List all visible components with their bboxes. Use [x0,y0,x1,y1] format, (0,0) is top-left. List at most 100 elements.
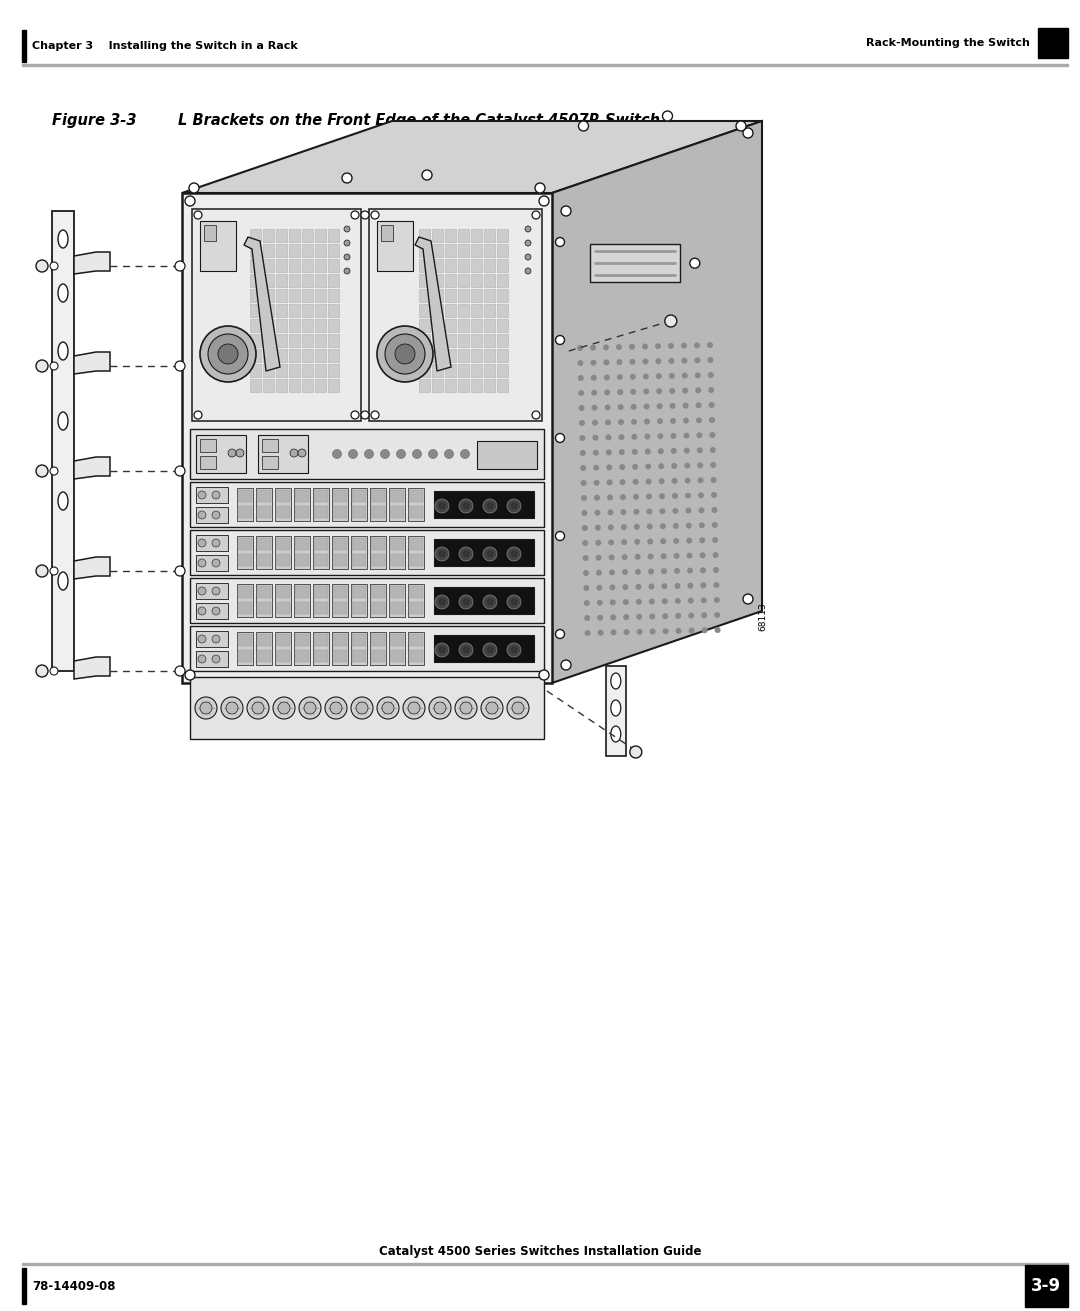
Circle shape [218,343,238,364]
Bar [22,1262,1068,1265]
Bar [419,319,430,332]
Bar [276,304,287,317]
Circle shape [647,539,653,544]
Bar [471,334,482,347]
Circle shape [657,404,663,409]
Circle shape [743,128,753,138]
Circle shape [694,342,700,349]
Circle shape [291,448,298,458]
Circle shape [656,374,662,379]
Bar [352,490,366,502]
Bar [313,583,329,617]
Circle shape [483,547,497,561]
Bar [434,539,534,566]
Bar [484,304,495,317]
Bar [458,379,469,392]
Bar [351,536,367,569]
Circle shape [701,582,706,589]
Bar [200,439,216,452]
Circle shape [50,467,58,475]
Circle shape [684,433,689,439]
Polygon shape [415,237,451,371]
Circle shape [175,465,185,476]
Circle shape [345,254,350,260]
Ellipse shape [611,700,621,716]
Circle shape [631,389,636,395]
Circle shape [512,701,524,714]
Circle shape [670,418,676,423]
Circle shape [582,540,589,545]
Bar [313,488,329,520]
Circle shape [595,555,602,561]
Circle shape [532,211,540,219]
Circle shape [198,558,206,566]
Bar [200,456,216,469]
Bar [275,488,291,520]
Bar [458,244,469,257]
Bar [471,364,482,378]
Bar [315,334,326,347]
Circle shape [687,568,693,574]
Ellipse shape [611,673,621,690]
Circle shape [345,240,350,246]
Bar [315,349,326,362]
Circle shape [194,211,202,219]
Circle shape [185,670,195,680]
Circle shape [609,555,615,560]
Bar [351,583,367,617]
Circle shape [273,697,295,718]
Bar [328,334,339,347]
Bar [257,555,271,566]
Circle shape [591,359,596,366]
Bar [445,229,456,243]
Circle shape [175,261,185,271]
Bar [275,536,291,569]
Bar [409,506,423,518]
Bar [315,260,326,271]
Circle shape [644,388,649,395]
Bar [237,632,253,665]
Circle shape [175,361,185,371]
Circle shape [365,450,374,459]
Circle shape [711,477,717,482]
Circle shape [714,597,719,603]
Bar [314,602,328,614]
Circle shape [669,343,674,349]
Bar [289,364,300,378]
Bar [302,379,313,392]
Circle shape [681,358,687,363]
Circle shape [672,479,677,484]
Ellipse shape [58,284,68,302]
Bar [295,555,309,566]
Circle shape [701,612,707,619]
Circle shape [645,434,650,439]
Bar [264,244,274,257]
Circle shape [456,646,462,653]
Circle shape [604,359,609,366]
Bar [249,334,261,347]
Bar [352,555,366,566]
Ellipse shape [611,726,621,742]
Circle shape [643,374,649,379]
Bar [497,334,508,347]
Bar [289,229,300,243]
Circle shape [515,599,523,606]
Circle shape [515,551,523,557]
Bar [276,319,287,332]
Circle shape [349,450,357,459]
Circle shape [459,595,473,610]
Bar [408,536,424,569]
Circle shape [694,372,701,379]
Circle shape [671,463,677,469]
Circle shape [50,667,58,675]
Bar [276,635,291,646]
Circle shape [36,260,48,271]
Circle shape [372,412,379,420]
Circle shape [342,173,352,184]
Circle shape [435,642,449,657]
Circle shape [631,418,637,425]
Circle shape [671,433,676,439]
Circle shape [659,493,665,499]
Circle shape [208,334,248,374]
Circle shape [503,551,511,557]
